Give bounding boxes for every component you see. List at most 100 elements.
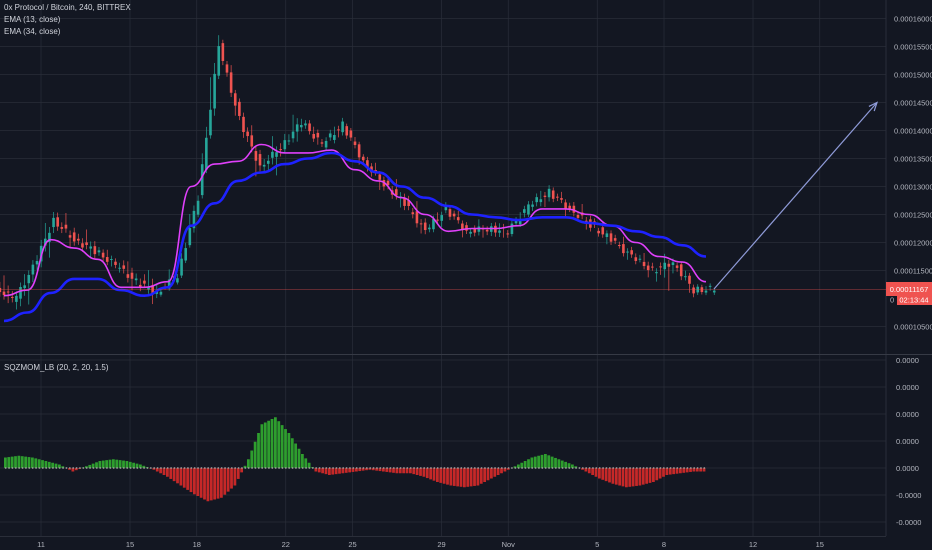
squeeze-dot (325, 467, 328, 469)
squeeze-dot (268, 467, 270, 469)
squeeze-dot (163, 467, 166, 469)
momentum-bar (277, 421, 281, 468)
candle-body (551, 190, 555, 199)
squeeze-dot (278, 467, 280, 469)
momentum-bar (385, 468, 389, 472)
candle-body (97, 250, 101, 253)
candle-body (353, 141, 357, 146)
squeeze-dot (58, 467, 61, 469)
momentum-bar (500, 468, 503, 474)
squeeze-dot (460, 467, 463, 469)
squeeze-dot (625, 467, 628, 469)
momentum-bar (625, 468, 628, 488)
projection-arrow[interactable] (713, 101, 879, 290)
candle-body (411, 212, 415, 215)
squeeze-dot (75, 467, 78, 469)
momentum-bar (41, 460, 44, 468)
time-axis[interactable]: 11 15 18 22 25 29 Nov 5 8 12 15 (37, 540, 824, 549)
momentum-bar (675, 468, 679, 474)
squeeze-dot (190, 467, 193, 469)
price-axis[interactable]: 0.00016000 0.00015500 0.00015000 0.00014500… (894, 15, 932, 332)
squeeze-dot (4, 467, 7, 469)
momentum-bar (584, 468, 588, 472)
candle-body (663, 262, 667, 270)
momentum-bar (101, 460, 105, 468)
momentum-bar (166, 468, 169, 477)
candle-body (271, 151, 274, 158)
candle-body (43, 238, 47, 246)
squeeze-dot (703, 467, 706, 469)
squeeze-dot (399, 467, 402, 469)
momentum-bar (142, 465, 146, 468)
candle-body (440, 215, 444, 221)
momentum-bar (648, 468, 652, 483)
momentum-bar (672, 468, 676, 475)
squeeze-dot (494, 467, 496, 469)
momentum-bar (621, 468, 625, 487)
squeeze-dot (345, 467, 348, 469)
momentum-bar (4, 457, 7, 468)
momentum-bar (172, 468, 176, 482)
squeeze-dot (187, 467, 189, 469)
momentum-bar (324, 468, 328, 475)
squeeze-dot (95, 467, 98, 469)
price-tick-label: 0.00015500 (894, 43, 932, 52)
squeeze-dot (52, 467, 54, 469)
momentum-bar (115, 459, 119, 468)
squeeze-dot (511, 467, 513, 469)
candle-body (415, 211, 419, 224)
momentum-bar (537, 455, 541, 468)
candle-body (605, 233, 609, 238)
momentum-bar (496, 468, 500, 475)
squeeze-dot (693, 467, 696, 469)
squeeze-dot (332, 467, 334, 469)
candle-body (238, 101, 241, 116)
momentum-bar (520, 462, 524, 468)
ema34-legend[interactable]: EMA (34, close) (4, 27, 61, 36)
momentum-bar (199, 468, 203, 498)
candle-body (366, 160, 369, 168)
chart-title[interactable]: 0x Protocol / Bitcoin, 240, BITTREX (4, 3, 131, 12)
squeeze-dot (463, 467, 466, 469)
ema13-legend[interactable]: EMA (13, close) (4, 15, 61, 24)
squeeze-dot (629, 467, 631, 469)
momentum-axis[interactable]: 0.0000 0.0000 0.0000 0.0000 0.0000 -0.0000 -0.… (896, 356, 921, 527)
squeeze-dot (28, 467, 31, 469)
squeeze-dot (673, 467, 675, 469)
candle-body (560, 198, 563, 200)
squeeze-dot (686, 467, 689, 469)
candle-body (89, 246, 93, 249)
candle-body (386, 180, 390, 186)
squeeze-dot (355, 467, 358, 469)
momentum-bar (179, 468, 183, 486)
candle-body (242, 116, 245, 133)
momentum-bar (662, 468, 665, 477)
squeeze-dot (372, 467, 375, 469)
candle-body (200, 164, 204, 196)
momentum-bar (652, 468, 655, 482)
squeeze-dot (608, 467, 611, 469)
squeeze-dot (146, 467, 149, 469)
squeeze-dot (639, 467, 642, 469)
squeeze-dot (615, 467, 618, 469)
momentum-bar (267, 420, 271, 468)
squeeze-dot (72, 467, 75, 469)
momentum-bar (598, 468, 601, 479)
squeeze-dot (419, 467, 422, 469)
squeeze-dot (504, 467, 507, 469)
squeeze-dot (477, 467, 480, 469)
squeeze-dot (500, 467, 503, 469)
squeeze-dot (160, 467, 162, 469)
squeeze-dot (457, 467, 459, 469)
candle-body (72, 232, 76, 242)
momentum-bar (27, 457, 31, 468)
momentum-legend[interactable]: SQZMOM_LB (20, 2, 20, 1.5) (4, 363, 109, 372)
squeeze-dot (257, 467, 260, 469)
squeeze-dot (180, 467, 183, 469)
squeeze-dot (35, 467, 37, 469)
squeeze-dot (8, 467, 10, 469)
candle-body (423, 222, 427, 231)
momentum-bar (358, 468, 362, 472)
squeeze-dot (210, 467, 213, 469)
